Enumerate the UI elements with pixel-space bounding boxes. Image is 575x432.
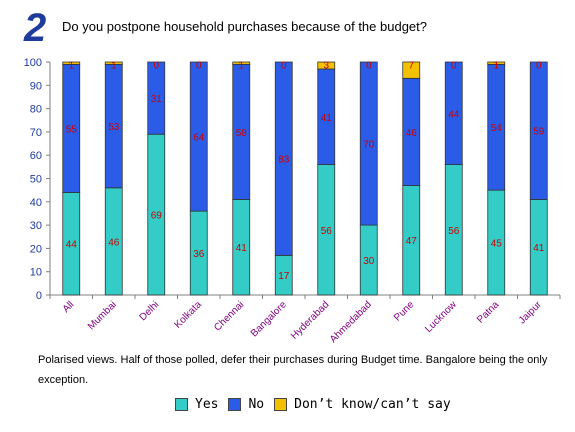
y-tick-label: 80 [30,104,42,116]
data-label: 70 [363,140,375,151]
y-tick-label: 90 [30,80,42,92]
data-label: 0 [366,60,372,71]
x-tick-label: Ahmedabad [328,299,374,345]
y-tick-label: 10 [30,267,42,279]
data-label: 45 [491,239,503,250]
data-label: 55 [66,124,78,135]
x-tick-label: Jaipur [517,299,545,327]
chart-title: Do you postpone household purchases beca… [62,19,427,34]
y-tick-label: 40 [30,197,42,209]
data-label: 0 [536,60,542,71]
x-tick-label: Lucknow [423,299,459,335]
data-label: 3 [323,60,329,71]
y-tick-label: 50 [30,174,42,186]
data-label: 83 [278,155,290,166]
y-tick-label: 0 [36,290,42,302]
data-label: 0 [451,60,457,71]
data-label: 7 [408,60,414,71]
legend-item-no: No [228,397,264,412]
data-label: 47 [406,236,418,247]
bar-segment-no [274,61,293,256]
bar-segment-dont [402,61,421,79]
data-label: 1 [111,60,117,71]
data-label: 56 [321,226,333,237]
stacked-bar-chart: 010203040506070809010044551All46531Mumba… [24,57,561,345]
data-label: 0 [196,60,202,71]
legend-swatch-dont-know [274,398,288,411]
bar-segment-no [444,61,463,165]
data-label: 17 [278,271,290,282]
legend-label-dont-know: Don’t know/can’t say [294,397,451,412]
legend-label-no: No [248,397,265,412]
y-tick-label: 30 [30,220,42,232]
chart-caption: Polarised views. Half of those polled, d… [38,354,548,386]
data-label: 46 [406,128,418,139]
data-label: 41 [321,113,333,124]
question-number: 2 [24,6,47,50]
bar-segment-dont [487,61,506,65]
bar-segment-dont [104,61,123,65]
bar-segment-no [359,61,378,226]
data-label: 44 [448,109,460,120]
y-tick-label: 20 [30,243,42,255]
x-tick-label: Chennai [212,299,246,333]
data-label: 64 [193,133,205,144]
legend-label-yes: Yes [195,397,219,412]
data-label: 44 [66,240,78,251]
y-tick-label: 100 [24,57,42,69]
x-tick-label: Hyderabad [289,299,331,341]
data-label: 58 [236,128,248,139]
y-tick-label: 60 [30,150,42,162]
x-tick-label: Bangalore [249,299,289,339]
data-label: 46 [108,237,120,248]
data-label: 0 [153,60,159,71]
data-label: 1 [238,60,244,71]
bar-segment-no [189,61,208,212]
data-label: 56 [448,226,460,237]
data-label: 36 [193,249,205,260]
x-tick-label: Mumbai [86,299,119,332]
data-label: 69 [151,211,163,222]
y-tick-label: 70 [30,127,42,139]
data-label: 41 [533,243,545,254]
bar-segment-dont [317,61,336,70]
legend-item-yes: Yes [175,397,218,412]
x-tick-label: Delhi [137,299,161,323]
legend-swatch-no [228,398,242,411]
data-label: 0 [281,60,287,71]
legend: Yes No Don’t know/can’t say [175,397,461,412]
data-label: 53 [108,122,120,133]
data-label: 1 [493,60,499,71]
bar-segment-dont [62,61,81,65]
x-tick-label: Pune [392,299,417,324]
bar-segment-no [529,61,548,200]
bar-segment-dont [232,61,251,65]
legend-item-dont-know: Don’t know/can’t say [274,397,451,412]
data-label: 59 [533,127,545,138]
x-tick-label: Patna [475,299,502,326]
bar-segment-no [147,61,166,135]
data-label: 1 [68,60,74,71]
data-label: 31 [151,94,163,105]
data-label: 30 [363,256,375,267]
data-label: 41 [236,243,248,254]
x-tick-label: Kolkata [173,299,205,331]
legend-swatch-yes [175,398,188,411]
x-tick-label: All [61,299,77,315]
data-label: 54 [491,123,503,134]
